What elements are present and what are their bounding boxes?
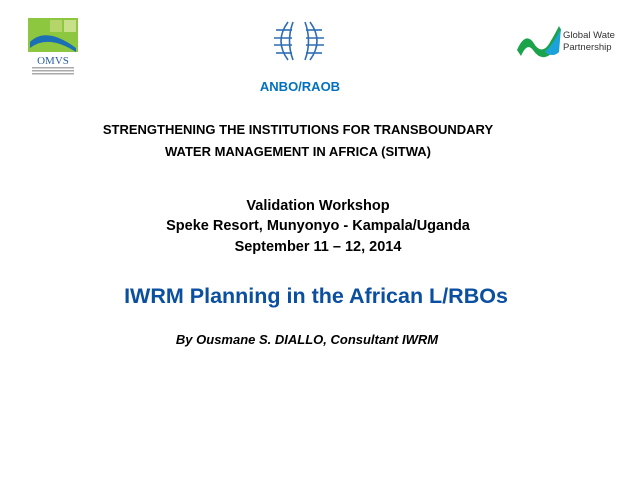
- author-line: By Ousmane S. DIALLO, Consultant IWRM: [175, 332, 439, 347]
- gwp-logo: Global Water Partnership: [515, 22, 618, 62]
- project-title-line2: WATER MANAGEMENT IN AFRICA (SITWA): [165, 144, 431, 159]
- svg-text:OMVS: OMVS: [37, 55, 69, 67]
- svg-text:Global Water: Global Water: [563, 30, 615, 41]
- omvs-logo: OMVS: [28, 18, 78, 76]
- anbo-globe-logo: [268, 18, 330, 64]
- organization-label: ANBO/RAOB: [259, 79, 341, 94]
- project-title-line1: STRENGTHENING THE INSTITUTIONS FOR TRANS…: [102, 122, 494, 137]
- event-name: Validation Workshop: [246, 198, 390, 214]
- event-date: September 11 – 12, 2014: [234, 239, 402, 255]
- presentation-title: IWRM Planning in the African L/RBOs: [124, 284, 508, 308]
- svg-text:Partnership: Partnership: [563, 42, 612, 53]
- event-location: Speke Resort, Munyonyo - Kampala/Uganda: [166, 218, 470, 234]
